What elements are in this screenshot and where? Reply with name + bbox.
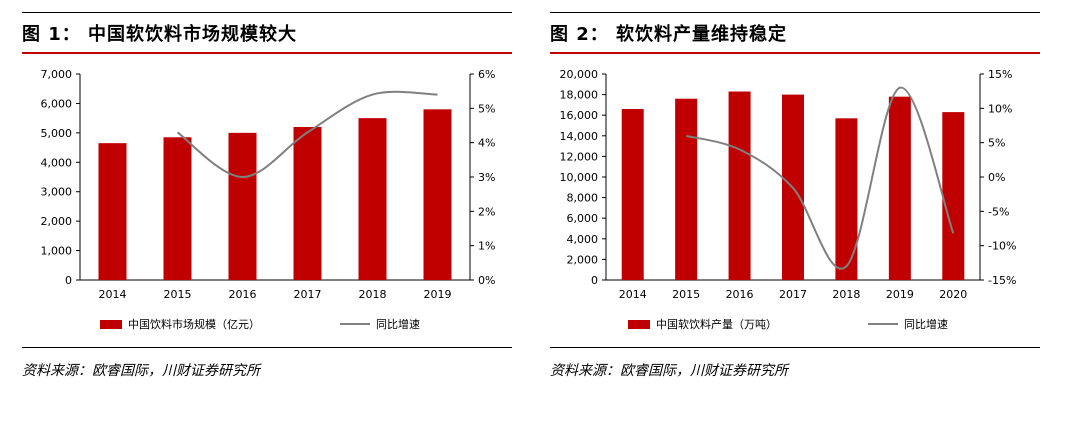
- bar: [358, 118, 387, 280]
- right-tick-label: 10%: [988, 102, 1012, 115]
- left-tick-label: 4,000: [41, 156, 73, 169]
- right-tick-label: 5%: [988, 137, 1005, 150]
- right-tick-label: 3%: [478, 171, 495, 184]
- legend-line-label: 同比增速: [904, 317, 948, 331]
- left-tick-label: 2,000: [41, 215, 73, 228]
- left-tick-label: 6,000: [41, 97, 73, 110]
- left-tick-label: 5,000: [41, 127, 73, 140]
- title-rule: [22, 52, 512, 54]
- legend-bar-label: 中国饮料市场规模（亿元）: [128, 317, 260, 331]
- x-tick-label: 2015: [164, 288, 192, 301]
- bar: [228, 132, 257, 280]
- x-tick-label: 2014: [99, 288, 127, 301]
- chart-market-size: 0 1,000 2,000 3,000 4,000 5,000 6,000 7,000 0% 1%…: [41, 68, 496, 331]
- top-rule: [22, 12, 512, 13]
- bar: [835, 118, 858, 280]
- x-tick-label: 2019: [424, 288, 452, 301]
- bar: [728, 91, 751, 280]
- right-tick-label: 1%: [478, 240, 495, 253]
- x-tick-label: 2017: [779, 288, 807, 301]
- right-tick-label: 5%: [478, 102, 495, 115]
- left-tick-label: 7,000: [41, 68, 73, 81]
- left-tick-label: 3,000: [41, 186, 73, 199]
- bar: [98, 143, 127, 280]
- right-tick-label: -15%: [988, 274, 1016, 287]
- legend-bar-label: 中国软饮料产量（万吨）: [656, 317, 777, 331]
- right-tick-label: 6%: [478, 68, 495, 81]
- left-tick-label: 12,000: [560, 150, 599, 163]
- x-tick-label: 2017: [294, 288, 322, 301]
- x-tick-label: 2016: [726, 288, 754, 301]
- right-tick-label: 0%: [478, 274, 495, 287]
- bar: [621, 109, 644, 280]
- x-tick-label: 2019: [886, 288, 914, 301]
- left-tick-label: 6,000: [567, 212, 599, 225]
- right-tick-label: 0%: [988, 171, 1005, 184]
- figure-1: 图 1： 中国软饮料市场规模较大 0 1,000 2,000 3,000 4,000 5,…: [22, 0, 512, 422]
- bar: [293, 126, 322, 280]
- legend-line-label: 同比增速: [376, 317, 420, 331]
- growth-rate-line: [685, 86, 955, 270]
- bar: [675, 98, 698, 280]
- bar: [163, 137, 192, 280]
- title-rule: [550, 52, 1040, 54]
- x-tick-label: 2014: [619, 288, 647, 301]
- left-tick-label: 0: [65, 274, 72, 287]
- figure-title: 图 1： 中国软饮料市场规模较大: [22, 24, 298, 45]
- left-tick-label: 4,000: [567, 233, 599, 246]
- x-tick-label: 2020: [939, 288, 967, 301]
- top-rule: [550, 12, 1040, 13]
- right-tick-label: 4%: [478, 137, 495, 150]
- right-tick-label: 2%: [478, 205, 495, 218]
- right-tick-label: 15%: [988, 68, 1012, 81]
- x-tick-label: 2016: [229, 288, 257, 301]
- left-tick-label: 16,000: [560, 109, 599, 122]
- x-tick-label: 2015: [672, 288, 700, 301]
- left-tick-label: 8,000: [567, 192, 599, 205]
- left-tick-label: 1,000: [41, 245, 73, 258]
- left-tick-label: 2,000: [567, 253, 599, 266]
- left-tick-label: 10,000: [560, 171, 599, 184]
- source-note: 资料来源：欧睿国际，川财证券研究所: [22, 363, 260, 379]
- figure-2: 图 2： 软饮料产量维持稳定 0 2,000 4,000 6,000 8,000 10,0…: [550, 0, 1040, 422]
- left-tick-label: 20,000: [560, 68, 599, 81]
- x-tick-label: 2018: [359, 288, 387, 301]
- left-tick-label: 0: [591, 274, 598, 287]
- bar: [423, 109, 452, 280]
- bar: [888, 96, 911, 280]
- figure-title: 图 2： 软饮料产量维持稳定: [550, 24, 788, 45]
- left-tick-label: 14,000: [560, 130, 599, 143]
- right-tick-label: -10%: [988, 240, 1016, 253]
- bottom-rule: [22, 347, 512, 348]
- bar: [942, 112, 965, 280]
- x-tick-label: 2018: [832, 288, 860, 301]
- legend-bar-swatch: [628, 320, 650, 329]
- source-note: 资料来源：欧睿国际，川财证券研究所: [550, 363, 788, 379]
- right-tick-label: -5%: [988, 205, 1009, 218]
- left-tick-label: 18,000: [560, 89, 599, 102]
- legend-bar-swatch: [100, 320, 122, 329]
- chart-production-volume: 0 2,000 4,000 6,000 8,000 10,000 12,000 14,000 1…: [560, 68, 1017, 331]
- bottom-rule: [550, 347, 1040, 348]
